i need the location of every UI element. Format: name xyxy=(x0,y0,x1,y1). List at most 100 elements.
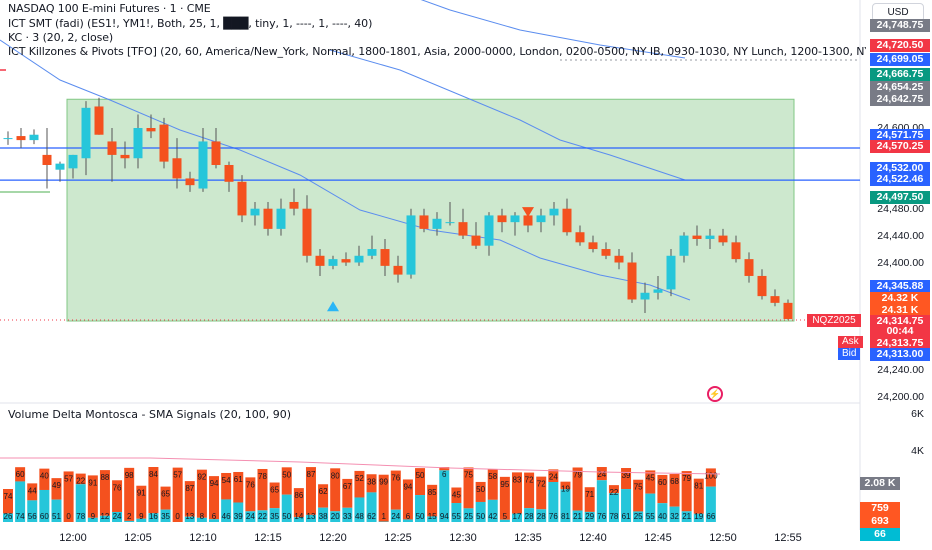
candle-body-16[interactable] xyxy=(211,141,221,165)
candle-body-19[interactable] xyxy=(250,208,260,216)
candle-body-51[interactable] xyxy=(666,255,676,290)
volume-buy-bar-18 xyxy=(221,499,232,522)
volume-buy-bar-46 xyxy=(560,489,571,522)
volume-buy-label-9: 24 xyxy=(113,512,122,521)
candle-body-49[interactable] xyxy=(640,292,650,300)
candle-body-17[interactable] xyxy=(224,164,234,182)
candle-body-3[interactable] xyxy=(42,154,52,165)
volume-sell-bar-25 xyxy=(305,467,316,515)
volume-sell-bar-33 xyxy=(402,479,413,520)
candle-body-54[interactable] xyxy=(705,235,715,239)
volume-buy-label-24: 14 xyxy=(294,512,303,521)
volume-sell-bar-50 xyxy=(608,485,619,494)
candle-body-36[interactable] xyxy=(471,235,481,246)
candle-body-33[interactable] xyxy=(432,218,442,229)
volume-buy-label-30: 62 xyxy=(367,512,376,521)
candle-body-59[interactable] xyxy=(770,296,780,303)
candle-body-57[interactable] xyxy=(744,259,754,276)
volume-panel-title[interactable]: Volume Delta Montosca - SMA Signals (20,… xyxy=(8,408,292,421)
bid-tag: Bid xyxy=(838,348,861,360)
candle-body-7[interactable] xyxy=(94,106,104,135)
volume-buy-bar-47 xyxy=(572,510,583,522)
volume-sell-label-11: 91 xyxy=(137,489,146,498)
volume-sell-label-31: 99 xyxy=(379,478,388,487)
candle-body-53[interactable] xyxy=(692,235,702,239)
volume-sell-bar-24 xyxy=(293,488,304,518)
volume-buy-label-21: 22 xyxy=(258,512,267,521)
candle-body-52[interactable] xyxy=(679,235,689,256)
candle-body-21[interactable] xyxy=(276,208,286,229)
candle-body-30[interactable] xyxy=(393,265,403,275)
candle-body-11[interactable] xyxy=(146,128,156,132)
candle-body-23[interactable] xyxy=(302,208,312,256)
candle-body-14[interactable] xyxy=(185,178,195,186)
volume-buy-label-6: 78 xyxy=(76,512,85,521)
volume-buy-bar-52 xyxy=(633,511,644,522)
candle-body-24[interactable] xyxy=(315,255,325,266)
candle-body-0[interactable] xyxy=(3,138,13,140)
candle-body-39[interactable] xyxy=(510,215,520,223)
volume-sell-label-5: 57 xyxy=(64,474,73,483)
candle-body-47[interactable] xyxy=(614,255,624,263)
candle-body-38[interactable] xyxy=(497,215,507,223)
candle-body-5[interactable] xyxy=(68,154,78,169)
candle-body-43[interactable] xyxy=(562,208,572,233)
candle-body-40[interactable] xyxy=(523,215,533,226)
candle-body-44[interactable] xyxy=(575,232,585,243)
candle-body-60[interactable] xyxy=(783,302,793,319)
volume-sell-label-52: 75 xyxy=(634,483,643,492)
volume-buy-bar-3 xyxy=(39,489,50,522)
candle-body-25[interactable] xyxy=(328,259,338,266)
candle-body-34[interactable] xyxy=(445,222,455,224)
volume-value-box: 2.08 K xyxy=(860,477,900,490)
candle-body-22[interactable] xyxy=(289,201,299,209)
candle-body-4[interactable] xyxy=(55,163,65,170)
candle-body-6[interactable] xyxy=(81,107,91,159)
candle-body-8[interactable] xyxy=(107,141,117,155)
candle-body-42[interactable] xyxy=(549,208,559,216)
candle-body-28[interactable] xyxy=(367,249,377,256)
indicator-killzones-label[interactable]: ICT Killzones & Pivots [TFO] (20, 60, Am… xyxy=(8,45,866,58)
indicator-smt-label[interactable]: ICT SMT (fadi) (ES1!, YM1!, Both, 25, 1,… xyxy=(8,17,373,30)
candle-body-20[interactable] xyxy=(263,208,273,229)
indicator-kc-label[interactable]: KC · 3 (20, 2, close) xyxy=(8,31,114,44)
alert-icon[interactable]: ⚡ xyxy=(707,386,723,402)
volume-sell-label-42: 83 xyxy=(513,475,522,484)
volume-buy-bar-23 xyxy=(281,494,292,522)
time-tick-label: 12:00 xyxy=(59,532,87,544)
candle-body-27[interactable] xyxy=(354,255,364,263)
price-label-box: 24.31 K xyxy=(870,304,930,317)
price-label-box: 24,313.00 xyxy=(870,348,930,361)
time-tick-label: 12:50 xyxy=(709,532,737,544)
price-label-box: 24,571.75 xyxy=(870,129,930,142)
volume-buy-bar-29 xyxy=(354,497,365,522)
volume-buy-label-35: 15 xyxy=(428,512,437,521)
candle-body-58[interactable] xyxy=(757,275,767,297)
volume-buy-label-41: 5 xyxy=(503,512,508,521)
candle-body-2[interactable] xyxy=(29,134,39,141)
candle-body-13[interactable] xyxy=(172,158,182,179)
candle-body-15[interactable] xyxy=(198,141,208,189)
candle-body-55[interactable] xyxy=(718,235,728,243)
candle-body-1[interactable] xyxy=(16,136,26,141)
candle-body-18[interactable] xyxy=(237,181,247,216)
candle-body-31[interactable] xyxy=(406,215,416,275)
candle-body-12[interactable] xyxy=(159,124,169,162)
candle-body-50[interactable] xyxy=(653,289,663,293)
candle-body-35[interactable] xyxy=(458,222,468,236)
candle-body-46[interactable] xyxy=(601,249,611,256)
candle-body-41[interactable] xyxy=(536,215,546,223)
candle-body-56[interactable] xyxy=(731,242,741,260)
candle-body-32[interactable] xyxy=(419,215,429,229)
candle-body-26[interactable] xyxy=(341,259,351,263)
volume-sell-bar-20 xyxy=(245,477,256,512)
volume-buy-bar-34 xyxy=(415,495,426,522)
candle-body-48[interactable] xyxy=(627,262,637,300)
candle-body-37[interactable] xyxy=(484,215,494,246)
candle-body-10[interactable] xyxy=(133,128,143,159)
candle-body-45[interactable] xyxy=(588,242,598,250)
candle-body-29[interactable] xyxy=(380,249,390,266)
chart-title[interactable]: NASDAQ 100 E-mini Futures · 1 · CME xyxy=(8,2,211,15)
candle-body-9[interactable] xyxy=(120,154,130,159)
